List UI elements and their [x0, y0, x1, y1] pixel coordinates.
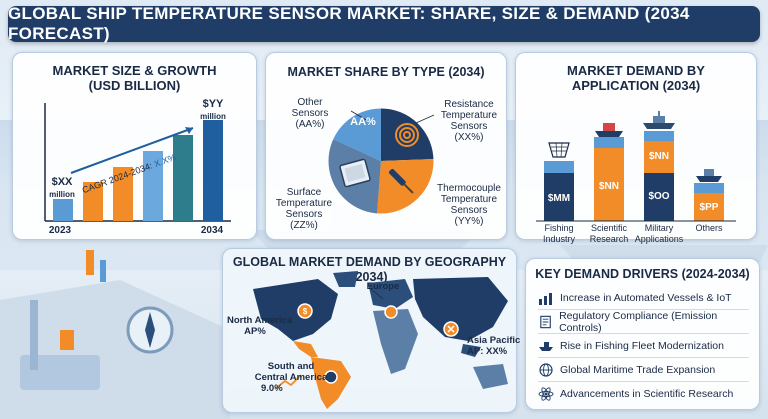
pie-inner-label-other: AA%	[350, 116, 376, 128]
region-europe	[368, 279, 413, 309]
europe-marker-icon	[384, 305, 398, 319]
title-bar: GLOBAL SHIP TEMPERATURE SENSOR MARKET: S…	[8, 4, 760, 43]
demand-bar-military-upper	[644, 141, 674, 173]
market-demand-panel: MARKET DEMAND BY APPLICATION (2034)	[515, 52, 757, 244]
growth-arrow-icon	[70, 127, 194, 174]
size-bar-1	[53, 199, 73, 221]
pie-label-resistance: Resistance Temperature Sensors (XX%)	[440, 99, 498, 143]
market-size-subtitle: (USD BILLION)	[88, 78, 181, 93]
military-ship-icon	[643, 111, 675, 129]
driver-item: Regulatory Compliance (Emission Controls…	[538, 310, 751, 334]
pie-label-other: Other Sensors (AA%)	[291, 97, 329, 130]
size-bar-2	[83, 182, 103, 221]
market-size-title: MARKET SIZE & GROWTH	[52, 63, 217, 78]
demand-label-military: Military Applications	[634, 223, 684, 244]
market-demand-title: MARKET DEMAND BY	[567, 63, 705, 78]
demand-bar-fishing	[544, 173, 574, 221]
pie-slice-other	[333, 108, 381, 161]
demand-bar-scientific	[594, 148, 624, 221]
bar-chart-icon	[539, 293, 552, 305]
key-drivers-title: KEY DEMAND DRIVERS (2024-2034)	[535, 267, 750, 281]
start-value: $XX	[51, 176, 73, 188]
atom-icon	[538, 387, 554, 401]
market-size-chart	[44, 103, 231, 222]
geography-panel: GLOBAL MARKET DEMAND BY GEOGRAPHY (2034)…	[222, 248, 520, 413]
coil-sensor-icon	[395, 123, 419, 147]
geo-label-asia-pacific: Asia Pacific AP: XX%	[467, 335, 521, 357]
north-america-marker-icon: $	[297, 303, 313, 319]
driver-item: Advancements in Scientific Research	[538, 385, 751, 403]
fishing-ship-icon	[539, 342, 553, 351]
market-share-title: MARKET SHARE BY TYPE (2034)	[287, 65, 485, 79]
demand-chart	[536, 111, 736, 222]
start-year: 2023	[48, 225, 72, 236]
demand-bar-military-lower	[644, 173, 674, 221]
size-bar-6	[203, 120, 223, 221]
pie-chart	[327, 107, 435, 215]
size-bar-5	[173, 135, 193, 221]
demand-value-scientific: $NN	[598, 181, 619, 192]
document-icon	[540, 315, 551, 329]
pie-label-thermocouple: Thermocouple Temperature Sensors (YY%)	[437, 183, 501, 227]
demand-label-fishing: Fishing Industry	[542, 223, 575, 244]
driver-item: Increase in Automated Vessels & IoT	[538, 289, 751, 307]
geography-title: GLOBAL MARKET DEMAND BY GEOGRAPHY (2034)	[232, 255, 507, 284]
research-ship-icon	[595, 123, 623, 137]
geo-label-south-america: South and Central America 9.0%	[254, 361, 328, 394]
demand-label-scientific: Scientific Research	[589, 223, 629, 244]
world-map: $	[253, 271, 508, 409]
demand-value-military-lower: $OO	[648, 191, 670, 202]
probe-sensor-icon	[388, 168, 414, 194]
geo-label-europe: Europe	[366, 281, 400, 292]
driver-item: Rise in Fishing Fleet Modernization	[538, 337, 751, 355]
page-title: GLOBAL SHIP TEMPERATURE SENSOR MARKET: S…	[8, 4, 690, 43]
vessel-icon	[696, 169, 722, 182]
growth-trend-icon	[274, 374, 302, 390]
surface-sensor-icon	[339, 158, 371, 188]
end-value: $YY	[202, 98, 224, 110]
demand-label-others: Others	[695, 223, 723, 233]
start-unit: million	[49, 190, 75, 199]
demand-value-fishing: $MM	[547, 193, 571, 204]
geo-label-north-america: North America AP%	[227, 315, 293, 337]
demand-value-others: $PP	[699, 202, 719, 213]
demand-value-military-upper: $NN	[648, 151, 669, 162]
region-north-america	[253, 279, 338, 341]
driver-item: Global Maritime Trade Expansion	[538, 361, 751, 379]
fishing-net-icon	[548, 142, 570, 158]
pie-label-surface: Surface Temperature Sensors (ZZ%)	[275, 187, 333, 231]
pie-slice-resistance	[381, 107, 434, 161]
globe-icon	[539, 363, 553, 377]
size-bar-3	[113, 167, 133, 221]
key-drivers-panel: KEY DEMAND DRIVERS (2024-2034) Increase …	[525, 258, 760, 410]
svg-text:$: $	[303, 307, 308, 316]
size-bar-4	[143, 151, 163, 221]
asia-marker-icon	[443, 321, 459, 337]
south-america-marker-icon	[324, 370, 338, 384]
demand-bar-others	[694, 193, 724, 221]
market-share-panel: MARKET SHARE BY TYPE (2034)	[265, 52, 507, 240]
region-asia-pacific	[413, 277, 508, 341]
market-size-panel: MARKET SIZE & GROWTH (USD BILLION) CAGR …	[12, 52, 257, 240]
market-demand-subtitle: APPLICATION (2034)	[571, 78, 701, 93]
end-year: 2034	[200, 225, 224, 236]
end-unit: million	[200, 112, 226, 121]
